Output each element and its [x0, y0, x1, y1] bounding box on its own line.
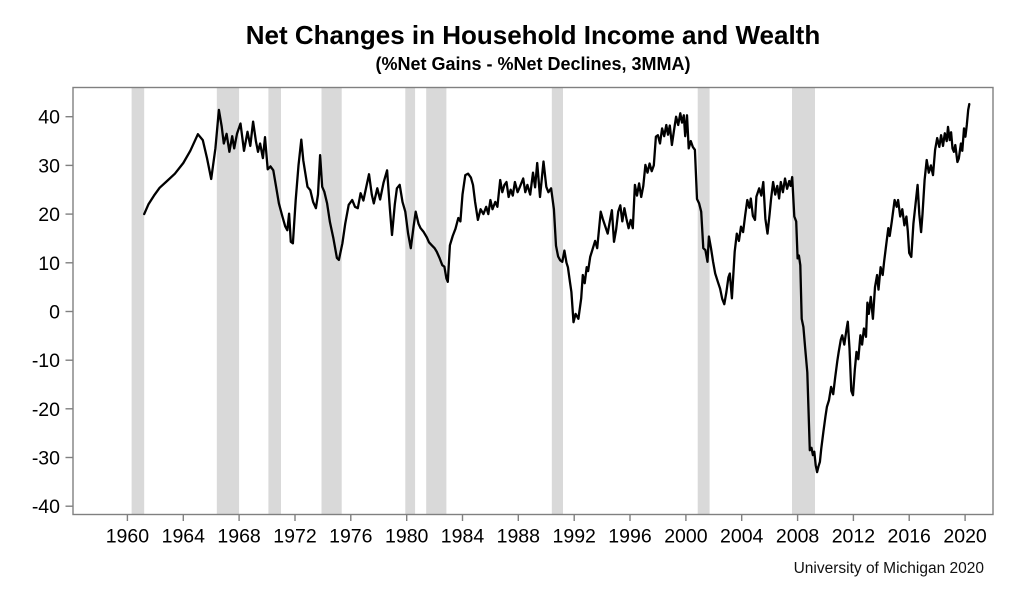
y-tick-label: -20: [32, 399, 60, 421]
x-tick-label: 2016: [888, 526, 931, 548]
recession-band: [697, 87, 710, 515]
x-tick-label: 1992: [553, 526, 596, 548]
y-tick-label: 10: [38, 253, 60, 275]
x-tick-label: 1960: [106, 526, 150, 548]
recession-band: [321, 87, 342, 515]
x-tick-label: 1976: [329, 526, 372, 548]
x-tick-label: 2008: [776, 526, 819, 548]
y-tick-label: 30: [38, 155, 60, 177]
data-line: [143, 102, 971, 474]
x-tick-label: 2020: [943, 526, 987, 548]
recession-band: [131, 87, 145, 515]
plot-border: [72, 86, 994, 516]
chart-title: Net Changes in Household Income and Weal…: [245, 20, 821, 50]
x-tick-label: 1980: [385, 526, 429, 548]
y-tick-label: -10: [32, 350, 60, 372]
y-tick-label: 20: [38, 204, 60, 226]
y-tick-label: 0: [49, 302, 60, 324]
recession-band: [216, 87, 240, 515]
y-tick-label: 40: [38, 107, 60, 129]
recession-band: [268, 87, 281, 515]
x-tick-label: 2000: [664, 526, 708, 548]
x-tick-label: 2004: [720, 526, 764, 548]
recession-band: [426, 87, 447, 515]
recession-band: [405, 87, 416, 515]
chart-subtitle: (%Net Gains - %Net Declines, 3MMA): [375, 54, 691, 74]
y-tick-label: -40: [32, 496, 60, 518]
x-tick-label: 1968: [217, 526, 260, 548]
x-tick-label: 1996: [608, 526, 651, 548]
x-tick-label: 1972: [273, 526, 316, 548]
source-attribution: University of Michigan 2020: [793, 560, 984, 577]
x-tick-label: 1964: [162, 526, 206, 548]
x-tick-label: 1988: [497, 526, 540, 548]
x-tick-label: 1984: [441, 526, 485, 548]
recession-band: [551, 87, 563, 515]
y-tick-label: -30: [32, 448, 60, 470]
x-tick-label: 2012: [832, 526, 875, 548]
